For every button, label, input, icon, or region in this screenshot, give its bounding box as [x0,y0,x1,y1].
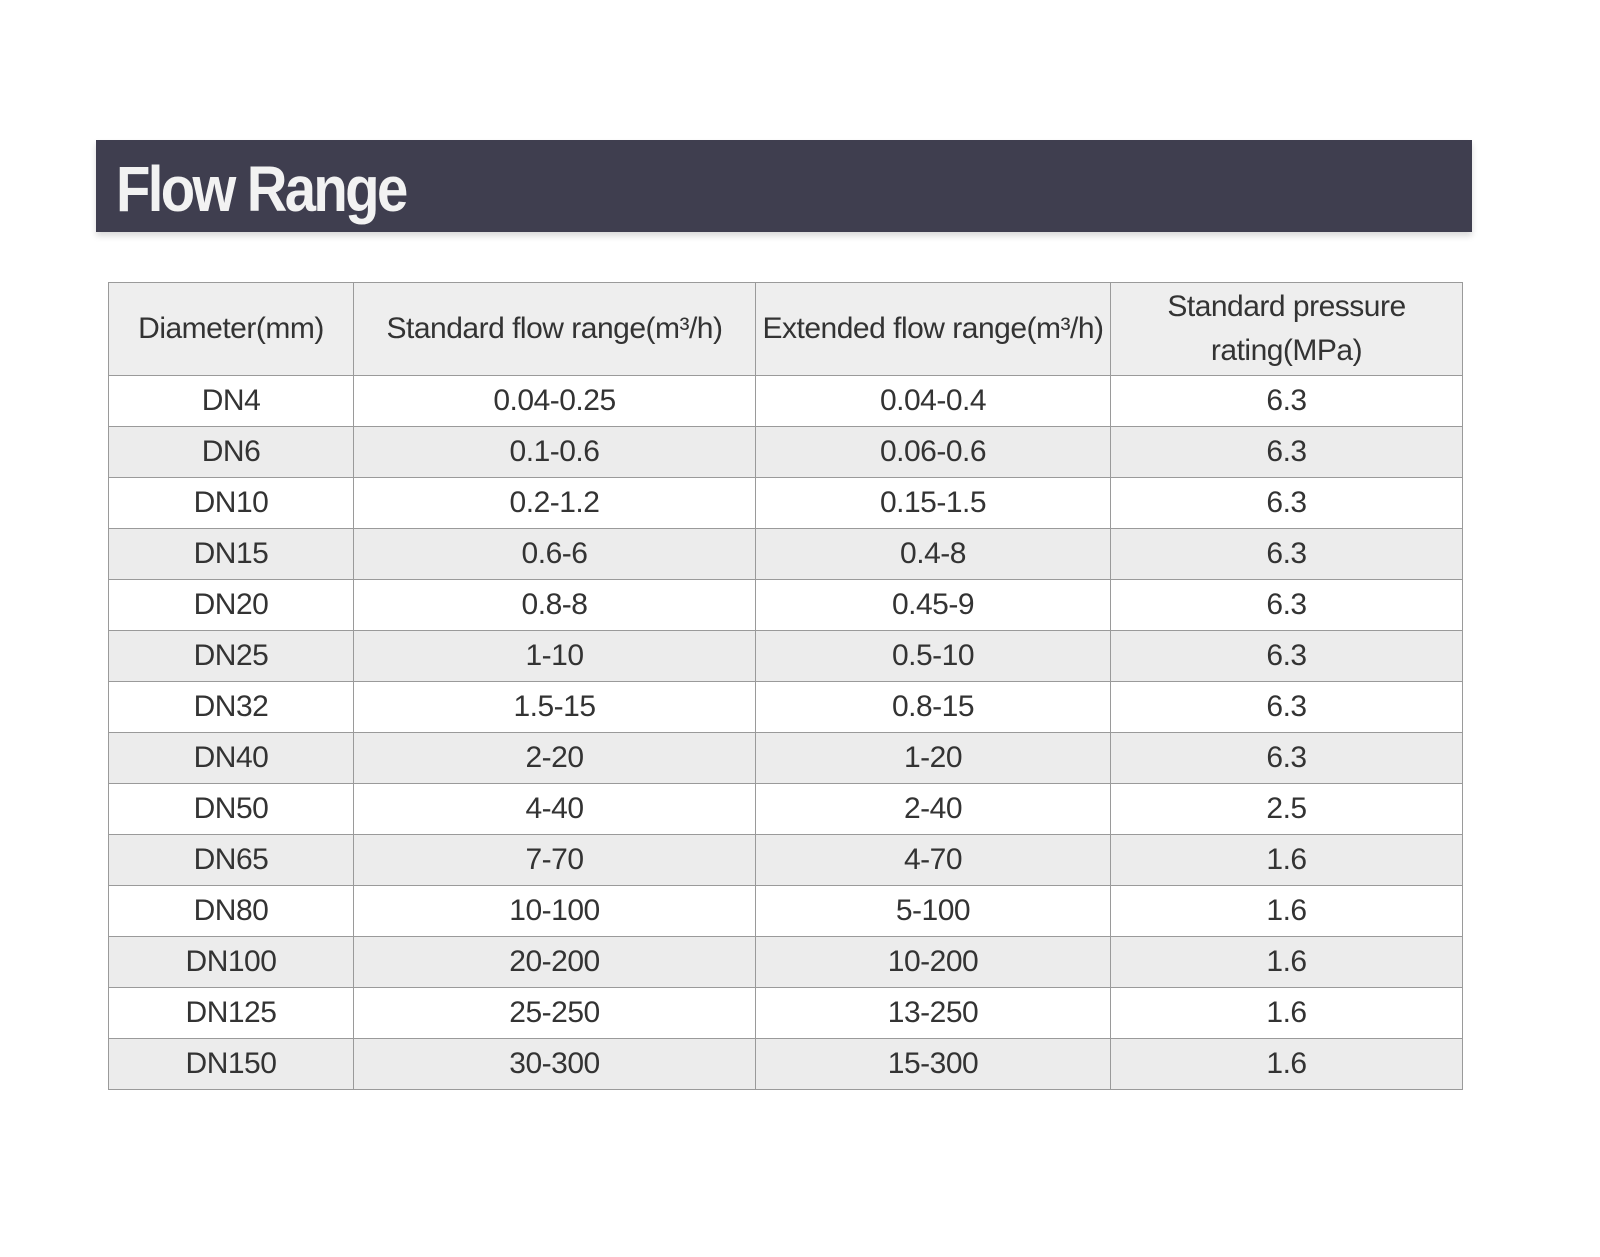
table-cell: 6.3 [1110,528,1463,580]
table-row: DN100 20-200 10-200 1.6 [108,936,1463,988]
title: Flow Range [116,153,408,225]
title-bar: Flow Range [96,140,1472,232]
table-cell: 0.45-9 [755,579,1111,631]
column-header: Standard flow range(m³/h) [353,282,756,376]
table-cell: 6.3 [1110,579,1463,631]
table-cell: 1.6 [1110,987,1463,1039]
table-cell: 4-70 [755,834,1111,886]
table-cell: DN15 [108,528,354,580]
table-cell: 2-20 [353,732,756,784]
table-row: DN125 25-250 13-250 1.6 [108,987,1463,1039]
table-row: DN25 1-10 0.5-10 6.3 [108,630,1463,682]
table-cell: 0.1-0.6 [353,426,756,478]
table-cell: 0.8-15 [755,681,1111,733]
table-cell: 1.6 [1110,834,1463,886]
table-cell: 20-200 [353,936,756,988]
table-cell: 0.4-8 [755,528,1111,580]
table-cell: 0.04-0.25 [353,375,756,427]
table-cell: 0.04-0.4 [755,375,1111,427]
table-row: DN4 0.04-0.25 0.04-0.4 6.3 [108,375,1463,427]
table-row: DN50 4-40 2-40 2.5 [108,783,1463,835]
table-cell: 6.3 [1110,732,1463,784]
table-cell: 6.3 [1110,375,1463,427]
table-cell: DN4 [108,375,354,427]
column-header: Extended flow range(m³/h) [755,282,1111,376]
table-cell: DN25 [108,630,354,682]
table-cell: DN65 [108,834,354,886]
table-cell: 0.2-1.2 [353,477,756,529]
table-cell: 2.5 [1110,783,1463,835]
table-cell: 6.3 [1110,681,1463,733]
table-cell: 1-10 [353,630,756,682]
table-cell: 15-300 [755,1038,1111,1090]
table-cell: 0.5-10 [755,630,1111,682]
table-row: DN15 0.6-6 0.4-8 6.3 [108,528,1463,580]
header-row: Diameter(mm) Standard flow range(m³/h) Ext… [108,282,1463,376]
table-cell: 4-40 [353,783,756,835]
table-cell: 7-70 [353,834,756,886]
table-cell: DN100 [108,936,354,988]
column-header: Standard pressure rating(MPa) [1110,282,1463,376]
table-cell: 0.15-1.5 [755,477,1111,529]
table-cell: DN150 [108,1038,354,1090]
table-cell: 10-200 [755,936,1111,988]
table-cell: 0.06-0.6 [755,426,1111,478]
table-cell: 1.5-15 [353,681,756,733]
table-cell: DN40 [108,732,354,784]
table-row: DN65 7-70 4-70 1.6 [108,834,1463,886]
table-cell: 0.8-8 [353,579,756,631]
column-header: Diameter(mm) [108,282,354,376]
table-cell: DN6 [108,426,354,478]
table-cell: 13-250 [755,987,1111,1039]
table-row: DN10 0.2-1.2 0.15-1.5 6.3 [108,477,1463,529]
table-row: DN20 0.8-8 0.45-9 6.3 [108,579,1463,631]
table-cell: 6.3 [1110,477,1463,529]
table-row: DN40 2-20 1-20 6.3 [108,732,1463,784]
table-cell: 6.3 [1110,426,1463,478]
table-row: DN150 30-300 15-300 1.6 [108,1038,1463,1090]
table-cell: DN80 [108,885,354,937]
table-cell: 10-100 [353,885,756,937]
table-cell: 30-300 [353,1038,756,1090]
table-cell: 5-100 [755,885,1111,937]
table-cell: 6.3 [1110,630,1463,682]
table-cell: DN125 [108,987,354,1039]
table-cell: 1.6 [1110,936,1463,988]
flow-table: Diameter(mm) Standard flow range(m³/h) Ext… [108,282,1463,1090]
table-cell: DN10 [108,477,354,529]
table-cell: 1.6 [1110,1038,1463,1090]
table-row: DN6 0.1-0.6 0.06-0.6 6.3 [108,426,1463,478]
table-cell: DN32 [108,681,354,733]
table-cell: 2-40 [755,783,1111,835]
table-row: DN80 10-100 5-100 1.6 [108,885,1463,937]
table-body: DN4 0.04-0.25 0.04-0.4 6.3 DN6 0.1-0.6 0.06-0.… [108,375,1463,1090]
table-row: DN32 1.5-15 0.8-15 6.3 [108,681,1463,733]
table-cell: DN20 [108,579,354,631]
table-cell: DN50 [108,783,354,835]
table-cell: 1.6 [1110,885,1463,937]
table-cell: 1-20 [755,732,1111,784]
table-cell: 25-250 [353,987,756,1039]
table-cell: 0.6-6 [353,528,756,580]
